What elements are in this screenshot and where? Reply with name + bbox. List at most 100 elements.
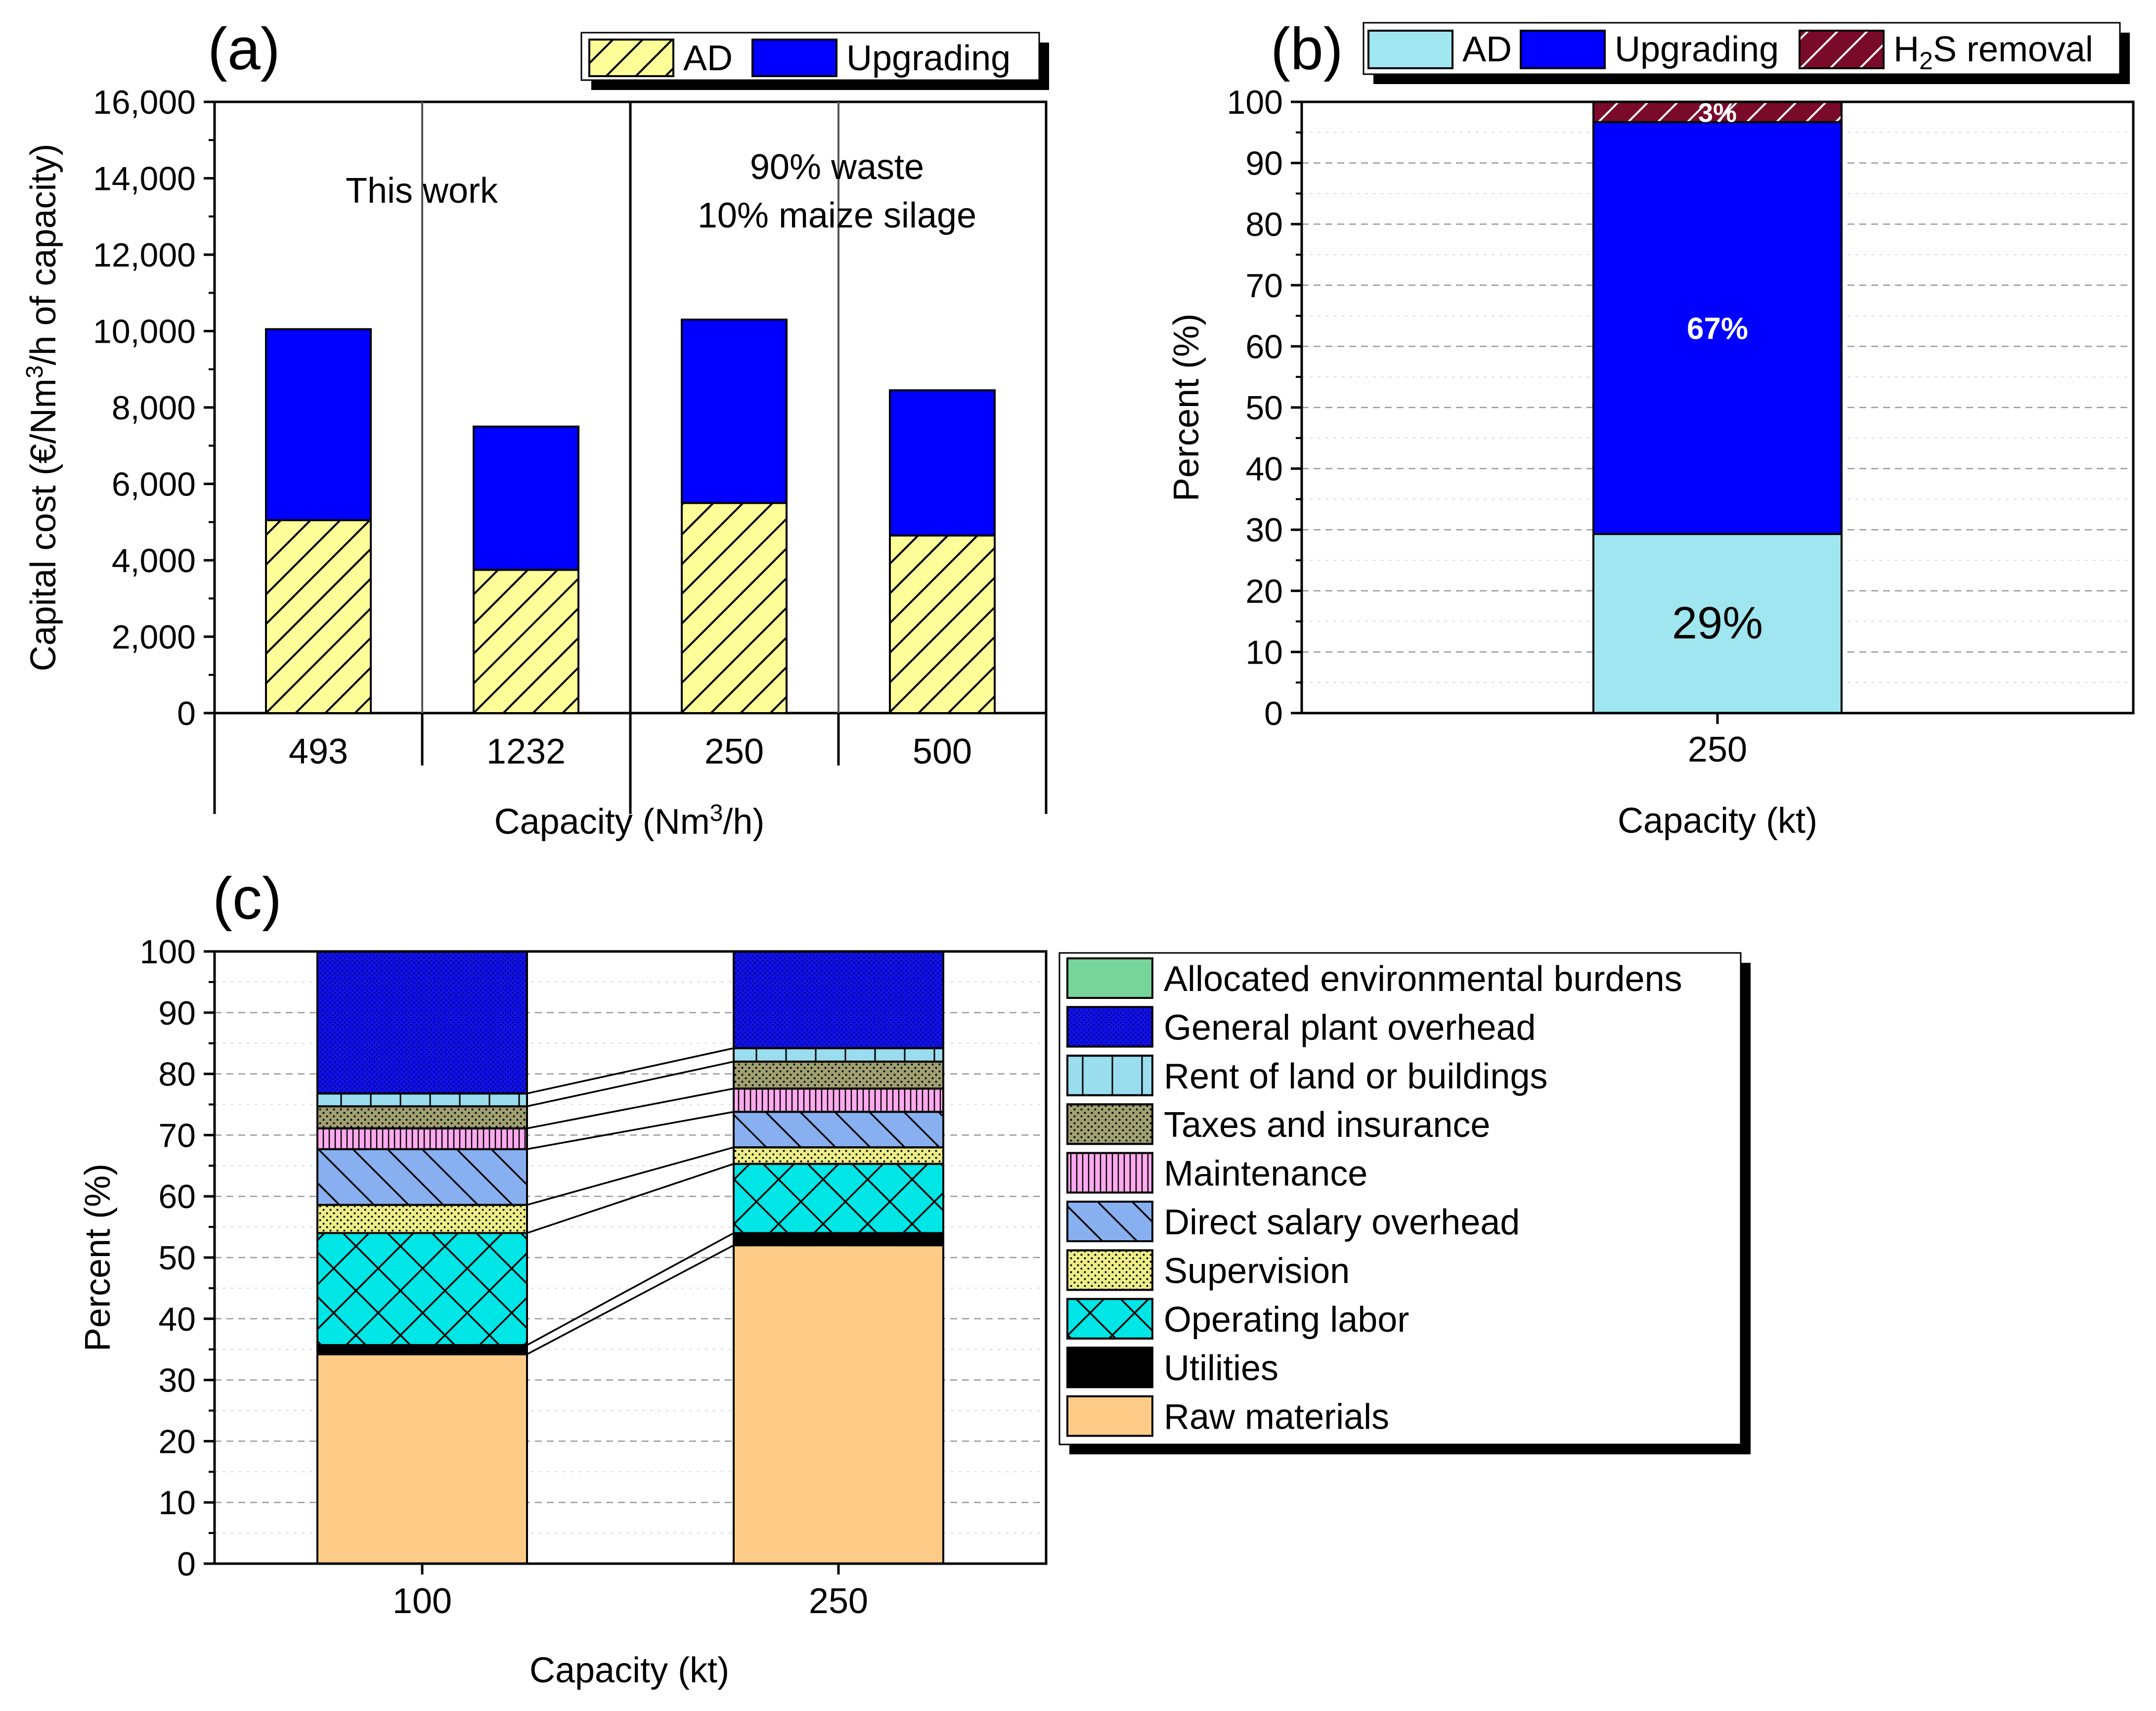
legend-label: Rent of land or buildings: [1164, 1057, 1548, 1096]
legend-swatch: [1066, 1347, 1153, 1389]
connector-lines: [527, 1047, 734, 1355]
y-tick-label: 70: [1245, 267, 1283, 305]
legend-swatch-upgrading: [751, 39, 837, 77]
legend-item-general-plant-overhead: General plant overhead: [1066, 1006, 1536, 1048]
bar-a-500-upgrading: [889, 389, 996, 537]
bar-c-250-rent-of-land-or-buildings-pattern: [733, 1047, 944, 1063]
bar-c-100-utilities: [316, 1344, 528, 1355]
legend-item-maintenance: Maintenance: [1066, 1152, 1367, 1194]
legend-c: Allocated environmental burdens General p…: [1058, 952, 1751, 1454]
bar-c-250-operating-labor-pattern: [733, 1163, 944, 1234]
legend-swatch-pattern: [1066, 1298, 1153, 1340]
legend-label: Utilities: [1164, 1349, 1278, 1388]
legend-label: Taxes and insurance: [1164, 1105, 1490, 1145]
y-tick-label: 8,000: [112, 389, 196, 427]
x-tick-label: 250: [1688, 730, 1747, 769]
group-label-maize: 10% maize silage: [698, 196, 976, 235]
legend-item-upgrading: Upgrading: [751, 39, 1011, 78]
bar-c-100-rent-of-land-or-buildings-pattern: [316, 1092, 528, 1108]
bar-a-1232-upgrading: [473, 425, 579, 571]
y-axis-title-c: Percent (%): [78, 1164, 118, 1351]
y-tick-label: 20: [158, 1423, 196, 1460]
connector-line: [527, 1047, 734, 1094]
legend-label-ad: AD: [1462, 30, 1512, 69]
panel-a: 0 2,000 4,000 6,000 8,000 10,000 12,000 14,000 1…: [22, 16, 1049, 842]
panel-label-b: (b): [1271, 16, 1343, 82]
legend-label: Maintenance: [1164, 1154, 1367, 1194]
bars-a: [265, 318, 996, 714]
legend-swatch-pattern: [1066, 1249, 1153, 1291]
bar-c-250-supervision-pattern: [733, 1146, 944, 1165]
bar-a-250-ad-pattern: [681, 502, 788, 714]
y-tick-label: 80: [158, 1056, 196, 1093]
x-tick-label: 100: [393, 1581, 452, 1621]
bar-c-100-maintenance-pattern: [316, 1127, 528, 1150]
bar-a-250-upgrading: [681, 318, 788, 504]
y-tick-label: 100: [1227, 84, 1283, 121]
y-tick-label: 60: [1245, 328, 1283, 365]
connector-line: [527, 1087, 734, 1129]
legend-swatch: [1066, 957, 1153, 999]
group-separators: [421, 102, 839, 713]
legend-swatch-pattern: [1066, 1201, 1153, 1242]
legend-item-h2s-removal: H2S removal: [1799, 30, 2093, 75]
x-tick-label: 500: [913, 732, 972, 771]
y-tick-label: 14,000: [93, 160, 196, 198]
y-axis-b: 0 10 20 30 40 50 60 70 80 90 100: [1227, 84, 1302, 732]
group-label-this-work: This work: [346, 171, 498, 211]
legend-a: AD Upgrading: [580, 32, 1049, 90]
legend-label-ad: AD: [683, 39, 733, 78]
connector-line: [527, 1061, 734, 1107]
legend-swatch-pattern: [1066, 1152, 1153, 1194]
bar-c-100-raw-materials: [316, 1353, 528, 1565]
y-tick-label: 40: [1245, 450, 1283, 488]
legend-item-supervision: Supervision: [1066, 1249, 1350, 1291]
segment-label: 67%: [1687, 312, 1748, 346]
group-label-waste: 90% waste: [750, 147, 924, 187]
y-tick-label: 16,000: [93, 84, 196, 121]
x-tick-labels-a: 493 1232 250 500: [289, 732, 972, 771]
x-tick-label: 493: [289, 732, 348, 771]
y-tick-label: 70: [158, 1117, 196, 1154]
y-tick-label: 0: [177, 695, 196, 732]
y-tick-label: 10,000: [93, 313, 196, 351]
panel-label-a: (a): [208, 16, 280, 82]
x-axis-b: 250: [1688, 713, 1747, 769]
legend-label: Operating labor: [1164, 1300, 1409, 1340]
y-tick-label: 6,000: [112, 466, 196, 503]
legend-item-taxes-and-insurance: Taxes and insurance: [1066, 1103, 1490, 1145]
legend-swatch-pattern: [1066, 1054, 1153, 1096]
connector-line: [527, 1146, 734, 1206]
y-tick-label: 50: [1245, 389, 1283, 427]
connector-line: [527, 1163, 734, 1234]
y-tick-label: 10: [1245, 633, 1283, 671]
legend-item-utilities: Utilities: [1066, 1347, 1278, 1389]
bar-c-100-taxes-and-insurance-pattern: [316, 1105, 528, 1129]
y-axis-a: 0 2,000 4,000 6,000 8,000 10,000 12,000 14,000 1…: [93, 84, 215, 732]
x-axis-c: 100 250: [393, 1564, 868, 1621]
panel-label-c: (c): [213, 865, 282, 932]
x-tick-label: 250: [704, 732, 764, 771]
y-axis-title-b: Percent (%): [1167, 314, 1206, 501]
bar-c-250-utilities: [733, 1232, 944, 1247]
bar-c-250-maintenance-pattern: [733, 1087, 944, 1113]
y-tick-label: 2,000: [112, 619, 196, 656]
bars-b: 29%67%3%: [1592, 98, 1843, 715]
legend-swatch-pattern: [1066, 1006, 1153, 1048]
segment-label: 29%: [1672, 598, 1763, 648]
y-tick-label: 90: [1245, 145, 1283, 182]
bar-c-250-taxes-and-insurance-pattern: [733, 1060, 944, 1090]
y-tick-label: 4,000: [112, 542, 196, 580]
y-tick-label: 100: [140, 933, 196, 971]
bar-a-493-ad-pattern: [265, 519, 372, 714]
legend-label-h2s-removal: H2S removal: [1893, 30, 2093, 75]
x-axis-title-b: Capacity (kt): [1618, 801, 1817, 841]
legend-item-raw-materials: Raw materials: [1066, 1395, 1389, 1437]
bar-b-ad: [1592, 533, 1843, 715]
legend-item-operating-labor: Operating labor: [1066, 1298, 1409, 1340]
bar-b-upgrading: [1592, 121, 1843, 535]
y-tick-label: 10: [158, 1484, 196, 1522]
legend-item-direct-salary-overhead: Direct salary overhead: [1066, 1201, 1520, 1242]
